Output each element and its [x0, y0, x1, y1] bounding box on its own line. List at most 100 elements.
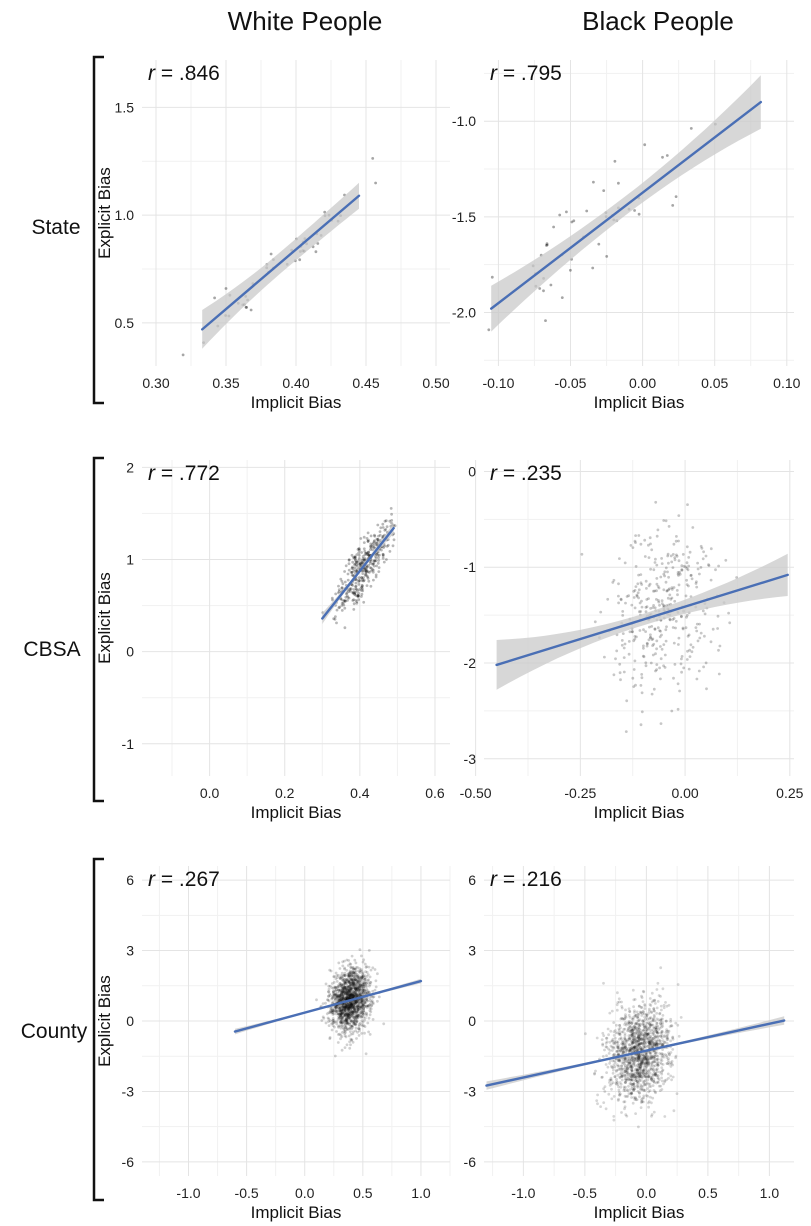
data-point [367, 1004, 370, 1008]
data-point [652, 1007, 656, 1011]
data-point [639, 1065, 642, 1068]
data-point [627, 1034, 631, 1038]
data-point [638, 1024, 642, 1028]
data-point [645, 598, 649, 601]
data-point [350, 1003, 354, 1007]
data-point [350, 1027, 354, 1031]
data-point [644, 1031, 648, 1034]
data-point [344, 974, 347, 978]
data-point [644, 610, 648, 614]
data-point [367, 949, 371, 952]
data-point [628, 1037, 631, 1041]
data-point [621, 1030, 625, 1034]
data-point [621, 1043, 625, 1046]
data-point [622, 670, 626, 674]
data-point [343, 979, 347, 983]
data-point [342, 1004, 345, 1008]
data-point [337, 994, 341, 997]
data-point [349, 1024, 353, 1028]
data-point [630, 1036, 634, 1039]
data-point [648, 1039, 652, 1043]
data-point [632, 1038, 635, 1041]
data-point [696, 567, 700, 571]
data-point [361, 561, 365, 565]
data-point [351, 969, 354, 972]
data-point [364, 998, 367, 1002]
data-point [355, 1010, 359, 1014]
data-point [638, 1037, 641, 1040]
data-point [339, 997, 343, 1001]
data-point [336, 1005, 340, 1009]
data-point [618, 1024, 621, 1027]
data-point [609, 1044, 613, 1048]
data-point [617, 594, 620, 598]
data-point [360, 595, 363, 598]
data-point [664, 1001, 667, 1004]
data-point [346, 1013, 350, 1017]
data-point [642, 1039, 646, 1042]
data-point [631, 1101, 635, 1105]
data-point [353, 971, 357, 974]
data-point [330, 1011, 334, 1014]
data-point [666, 1058, 670, 1062]
data-point [624, 1039, 628, 1042]
data-point [381, 553, 385, 557]
data-point [650, 1038, 654, 1042]
data-point [658, 1039, 662, 1043]
data-point [352, 994, 355, 997]
data-point [637, 1063, 641, 1067]
data-point [342, 979, 346, 983]
data-point [370, 1000, 374, 1004]
data-point [602, 1034, 606, 1037]
data-point [354, 1000, 358, 1004]
data-point [329, 969, 333, 973]
data-point [353, 993, 356, 996]
data-point [669, 1061, 673, 1065]
fit-line-state-black-people [490, 100, 763, 310]
data-point [353, 958, 357, 962]
data-point [335, 608, 339, 612]
data-point [355, 972, 359, 976]
data-point [354, 991, 358, 995]
data-point [619, 1072, 623, 1075]
data-point [641, 1097, 644, 1100]
data-point [612, 673, 616, 677]
data-point [356, 1009, 360, 1013]
data-point [633, 635, 637, 638]
data-point [652, 1056, 656, 1060]
data-point [328, 1036, 332, 1039]
data-point [348, 1046, 352, 1050]
data-point [629, 544, 633, 547]
data-point [626, 1063, 630, 1067]
data-point [668, 593, 672, 597]
data-point [635, 1068, 639, 1071]
data-point [642, 1079, 645, 1083]
data-point [626, 1038, 630, 1041]
data-point [348, 1027, 352, 1030]
data-point [338, 998, 342, 1002]
data-point [340, 992, 343, 996]
data-point [352, 1001, 356, 1005]
data-point [645, 1062, 649, 1065]
data-point [635, 1056, 639, 1060]
data-point [375, 564, 378, 568]
data-point [335, 976, 339, 979]
data-point [339, 1011, 343, 1015]
data-point [360, 1015, 364, 1018]
data-point [350, 573, 354, 577]
data-point [358, 977, 361, 981]
data-point [635, 1028, 639, 1031]
data-point [371, 568, 374, 571]
data-point [630, 1083, 633, 1087]
data-point [357, 1023, 361, 1026]
data-point [374, 575, 378, 579]
correlation-symbol: r [490, 462, 498, 485]
data-point [654, 557, 657, 561]
data-point [630, 1073, 634, 1077]
data-point [644, 1072, 648, 1076]
data-point [635, 594, 639, 598]
data-point [356, 980, 360, 984]
data-point [345, 1005, 348, 1009]
data-point [637, 1023, 640, 1027]
